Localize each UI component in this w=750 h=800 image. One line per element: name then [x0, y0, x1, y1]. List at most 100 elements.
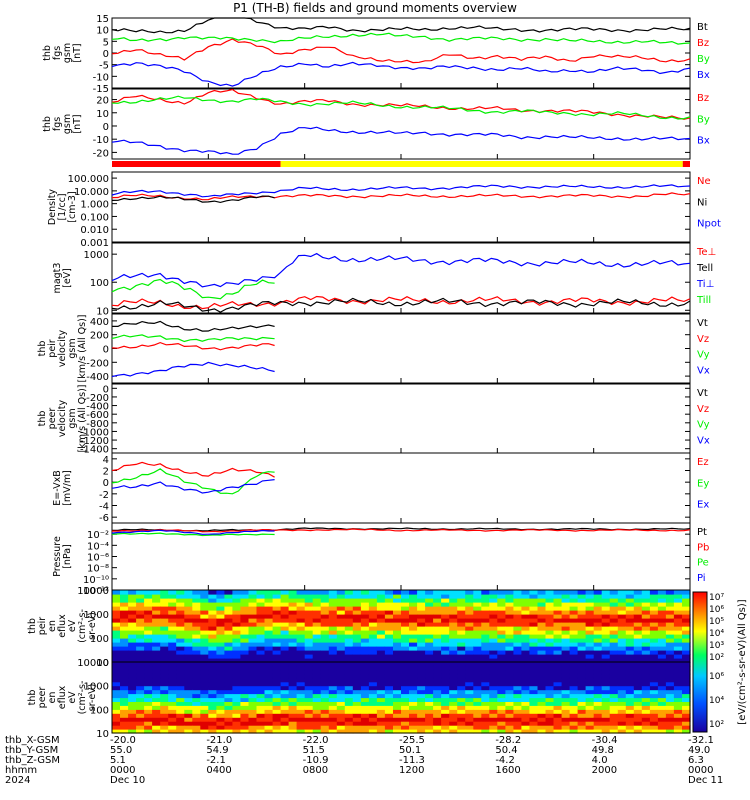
spectrogram-cell — [136, 610, 145, 615]
spectrogram-cell — [537, 654, 547, 659]
spectrogram-cell — [280, 709, 290, 714]
spectrogram-cell — [449, 662, 458, 667]
spectrogram-cell — [489, 729, 498, 734]
spectrogram-cell — [376, 725, 386, 730]
spectrogram-cell — [208, 685, 217, 691]
spectrogram-cell — [473, 650, 482, 655]
spectrogram-cell — [112, 594, 121, 599]
spectrogram-cell — [200, 713, 209, 718]
spectrogram-cell — [192, 646, 201, 651]
spectrogram-cell — [216, 626, 225, 631]
spectrogram-cell — [128, 590, 137, 595]
spectrogram-cell — [112, 638, 121, 643]
spectrogram-cell — [152, 638, 161, 643]
spectrogram-cell — [682, 650, 691, 655]
spectrogram-cell — [136, 662, 145, 667]
spectrogram-cell — [665, 693, 675, 699]
spectrogram-cell — [577, 729, 587, 734]
spectrogram-cell — [272, 606, 282, 611]
y-tick-label: 20 — [96, 96, 109, 107]
spectrogram-cell — [296, 602, 306, 607]
spectrogram-cell — [682, 709, 691, 714]
y-tick-label: 100 — [90, 278, 109, 289]
spectrogram-cell — [601, 673, 611, 679]
spectrogram-cell — [208, 693, 217, 699]
footer-value: Dec 11 — [688, 775, 724, 786]
spectrogram-cell — [633, 662, 643, 667]
spectrogram-cell — [401, 669, 410, 675]
spectrogram-cell — [216, 634, 225, 639]
spectrogram-cell — [336, 634, 346, 639]
spectrogram-cell — [585, 697, 595, 702]
spectrogram-cell — [505, 697, 514, 702]
spectrogram-cell — [682, 705, 691, 710]
spectrogram-cell — [433, 689, 442, 695]
spectrogram-cell — [248, 654, 258, 659]
spectrogram-cell — [521, 662, 530, 667]
spectrogram-cell — [481, 654, 490, 659]
spectrogram-cell — [657, 622, 667, 627]
spectrogram-cell — [184, 654, 193, 659]
spectrogram-cell — [609, 622, 619, 627]
spectrogram-cell — [160, 721, 169, 726]
spectrogram-cell — [216, 689, 225, 695]
legend-tell: Tell — [696, 263, 713, 274]
spectrogram-cell — [352, 606, 362, 611]
spectrogram-cell — [112, 729, 121, 734]
spectrogram-cell — [649, 642, 659, 647]
spectrogram-cell — [682, 701, 691, 706]
spectrogram-cell — [376, 681, 386, 687]
spectrogram-cell — [272, 642, 282, 647]
spectrogram-cell — [264, 729, 274, 734]
mode-bar-segment — [280, 161, 683, 167]
spectrogram-cell — [553, 713, 563, 718]
spectrogram-cell — [473, 685, 482, 691]
spectrogram-cell — [497, 701, 506, 706]
spectrogram-cell — [505, 701, 514, 706]
spectrogram-cell — [641, 618, 651, 623]
spectrogram-cell — [682, 717, 691, 722]
spectrogram-cell — [393, 622, 402, 627]
spectrogram-cell — [617, 638, 627, 643]
spectrogram-cell — [160, 685, 169, 691]
spectrogram-cell — [409, 630, 418, 635]
spectrogram-cell — [376, 693, 386, 699]
spectrogram-cell — [577, 654, 587, 659]
spectrogram-cell — [184, 638, 193, 643]
spectrogram-cell — [529, 677, 538, 683]
spectrogram-cell — [216, 665, 225, 671]
spectrogram-cell — [160, 697, 169, 702]
spectrogram-cell — [489, 685, 498, 691]
spectrogram-cell — [529, 681, 538, 687]
spectrogram-cell — [609, 677, 619, 683]
series-te⊥-line — [111, 295, 691, 310]
footer-value: 50.4 — [495, 745, 518, 756]
spectrogram-cell — [304, 658, 314, 663]
spectrogram-cell — [433, 669, 442, 675]
spectrogram-cell — [368, 646, 378, 651]
spectrogram-cell — [593, 630, 603, 635]
spectrogram-cell — [384, 594, 394, 599]
spectrogram-cell — [224, 709, 233, 714]
spectrogram-cell — [232, 665, 241, 671]
spectrogram-cell — [192, 729, 201, 734]
spectrogram-cell — [417, 669, 426, 675]
y-label-line: en — [47, 620, 58, 632]
spectrogram-cell — [296, 669, 306, 675]
spectrogram-cell — [529, 685, 538, 691]
spectrogram-cell — [112, 713, 121, 718]
spectrogram-cell — [216, 713, 225, 718]
spectrogram-cell — [609, 650, 619, 655]
spectrogram-cell — [160, 634, 169, 639]
spectrogram-cell — [561, 646, 571, 651]
spectrogram-cell — [497, 705, 506, 710]
spectrogram-cell — [441, 626, 450, 631]
spectrogram-cell — [505, 669, 514, 675]
spectrogram-cell — [513, 618, 522, 623]
spectrogram-cell — [553, 642, 563, 647]
spectrogram-cell — [553, 709, 563, 714]
spectrogram-cell — [112, 665, 121, 671]
footer-value: 4.0 — [591, 755, 608, 766]
spectrogram-cell — [649, 662, 659, 667]
